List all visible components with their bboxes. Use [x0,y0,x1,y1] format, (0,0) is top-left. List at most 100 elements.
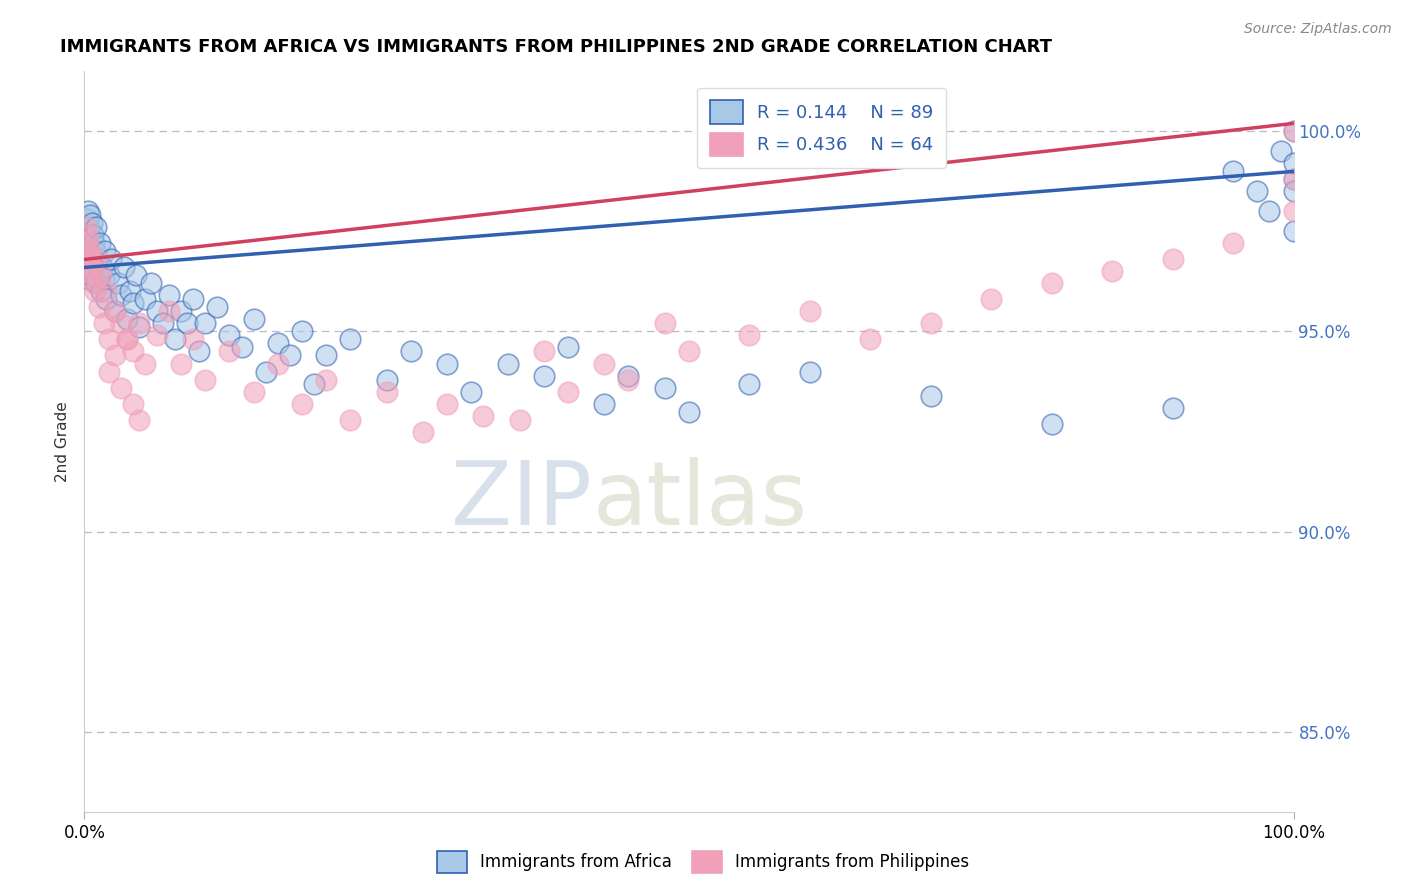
Point [80,260,103,275]
Point [110,288,132,302]
Point [86,252,108,267]
Point [315,349,337,363]
Point [121,396,143,410]
Point [1246,185,1268,199]
Point [1282,172,1305,186]
Point [557,341,579,355]
Text: Source: ZipAtlas.com: Source: ZipAtlas.com [1244,22,1392,37]
Point [399,344,422,359]
Point [79,252,101,267]
Point [110,317,132,331]
Point [1282,124,1305,138]
Point [104,349,127,363]
Point [79,268,101,283]
Point [188,344,211,359]
Point [94,293,117,307]
Y-axis label: 2nd Grade: 2nd Grade [55,401,70,482]
Point [115,333,138,347]
Point [121,296,143,310]
Point [1282,172,1305,186]
Point [82,228,104,243]
Point [77,204,100,219]
Point [75,236,97,251]
Point [107,277,129,291]
Point [77,244,100,259]
Legend: R = 0.144    N = 89, R = 0.436    N = 64: R = 0.144 N = 89, R = 0.436 N = 64 [697,87,946,169]
Point [980,293,1002,307]
Point [678,404,700,418]
Point [302,376,325,391]
Point [533,368,555,383]
Point [593,396,616,410]
Point [77,244,100,259]
Point [75,244,97,259]
Legend: Immigrants from Africa, Immigrants from Philippines: Immigrants from Africa, Immigrants from … [430,845,976,880]
Point [76,212,98,227]
Point [80,216,103,230]
Point [165,333,187,347]
Point [76,228,98,243]
Point [115,312,138,326]
Point [134,357,156,371]
Point [1270,145,1292,159]
Point [112,260,135,275]
Point [593,357,616,371]
Point [100,252,122,267]
Point [128,412,150,426]
Point [75,224,97,238]
Point [254,364,277,378]
Point [1222,164,1244,178]
Point [82,268,104,283]
Point [176,317,198,331]
Point [87,301,110,315]
Point [121,344,143,359]
Point [128,320,150,334]
Point [509,412,531,426]
Point [134,293,156,307]
Point [678,344,700,359]
Point [315,372,337,386]
Point [472,409,495,423]
Point [146,328,169,343]
Point [94,285,117,299]
Point [1101,264,1123,278]
Point [86,252,108,267]
Point [84,244,107,259]
Point [267,336,290,351]
Point [654,380,676,394]
Point [267,357,290,371]
Point [83,236,105,251]
Point [97,268,120,283]
Point [104,304,127,318]
Point [1040,417,1063,431]
Point [77,236,100,251]
Text: atlas: atlas [592,458,807,544]
Point [93,272,115,286]
Point [738,376,761,391]
Point [90,285,112,299]
Point [86,277,108,291]
Point [120,285,142,299]
Point [97,364,120,378]
Point [738,328,761,343]
Point [194,372,217,386]
Point [76,252,98,267]
Point [83,268,105,283]
Point [146,304,169,318]
Point [94,244,117,259]
Point [436,357,458,371]
Point [1161,401,1184,415]
Point [76,264,98,278]
Point [242,312,264,326]
Point [496,357,519,371]
Point [533,344,555,359]
Point [218,328,240,343]
Point [128,317,150,331]
Point [617,368,640,383]
Point [1282,185,1305,199]
Point [170,357,193,371]
Point [79,209,101,223]
Point [89,236,111,251]
Point [79,240,101,254]
Point [86,220,108,235]
